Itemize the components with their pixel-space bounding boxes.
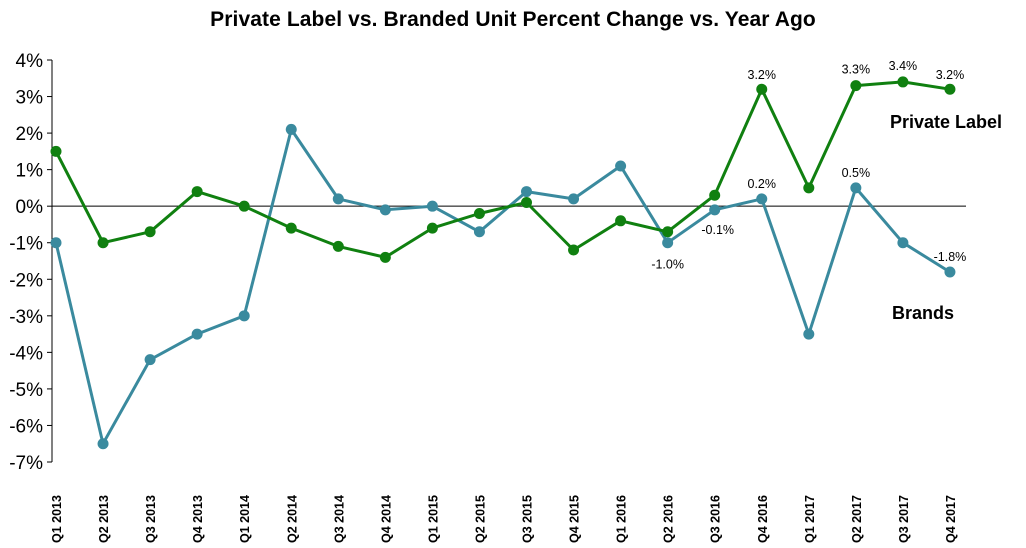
- lines-layer: [54, 80, 951, 446]
- data-point: [426, 222, 438, 234]
- data-point: [144, 226, 156, 238]
- axes-layer: 4% 3% 2% 1% 0% -1% -2% -3% -4% -5% -6% -7% Q1 2013 Q2…: [9, 51, 966, 543]
- x-tick-label: Q3 2013: [144, 495, 158, 543]
- points-layer: [50, 76, 956, 450]
- x-tick-label: Q4 2017: [944, 495, 958, 543]
- data-point: [568, 193, 580, 205]
- labels-layer: 3.2% 3.3% 3.4% 3.2% -1.0% -0.1% 0.2% 0.5% -1.8% P…: [651, 59, 1002, 323]
- x-tick-label: Q1 2015: [426, 495, 440, 543]
- x-tick-label: Q2 2015: [473, 495, 487, 543]
- data-label: -1.0%: [651, 258, 684, 272]
- series-line-brands: [54, 127, 951, 446]
- y-tick-label: -2%: [9, 270, 43, 291]
- data-point: [426, 200, 438, 212]
- data-point: [897, 76, 909, 88]
- x-tick-label: Q4 2015: [568, 495, 582, 543]
- data-point: [850, 182, 862, 194]
- data-point: [379, 204, 391, 216]
- data-point: [756, 193, 768, 205]
- data-point: [238, 200, 250, 212]
- series-line-private-label: [54, 80, 951, 259]
- data-point: [662, 237, 674, 249]
- data-point: [803, 182, 815, 194]
- data-point: [615, 215, 627, 227]
- data-label: 0.5%: [842, 166, 871, 180]
- y-tick-label: 4%: [16, 51, 44, 72]
- data-point: [803, 328, 815, 340]
- data-point: [97, 438, 109, 450]
- data-point: [568, 244, 580, 256]
- y-tick-label: 1%: [16, 161, 44, 182]
- data-point: [944, 83, 956, 95]
- data-label: 3.3%: [842, 63, 871, 77]
- data-point: [473, 226, 485, 238]
- x-tick-label: Q2 2014: [285, 495, 299, 543]
- data-point: [50, 145, 62, 157]
- x-tick-label: Q4 2014: [379, 495, 393, 543]
- data-point: [332, 193, 344, 205]
- data-point: [521, 197, 532, 209]
- data-point: [473, 207, 485, 219]
- data-label: 0.2%: [748, 177, 777, 191]
- x-tick-label: Q2 2017: [850, 495, 864, 543]
- data-point: [50, 237, 62, 249]
- series-label-private-label: Private Label: [890, 112, 1002, 132]
- x-tick-label: Q1 2017: [803, 495, 817, 543]
- data-label: -0.1%: [701, 223, 734, 237]
- y-tick-label: -7%: [9, 453, 43, 474]
- x-tick-label: Q2 2013: [97, 495, 111, 543]
- data-point: [191, 328, 203, 340]
- data-label: 3.2%: [748, 68, 777, 82]
- data-point: [756, 83, 768, 95]
- y-tick-label: -1%: [9, 234, 43, 255]
- data-point: [332, 240, 344, 252]
- x-tick-label: Q3 2016: [709, 495, 723, 543]
- data-point: [521, 186, 532, 198]
- data-label: 3.2%: [936, 68, 965, 82]
- y-tick-label: 2%: [16, 124, 44, 145]
- data-point: [709, 189, 721, 201]
- data-point: [379, 251, 391, 263]
- chart-title: Private Label vs. Branded Unit Percent C…: [210, 8, 816, 31]
- data-point: [897, 237, 909, 249]
- data-point: [191, 186, 203, 198]
- data-point: [944, 266, 956, 278]
- x-tick-label: Q2 2016: [662, 495, 676, 543]
- x-tick-label: Q1 2014: [238, 495, 252, 543]
- x-tick-label: Q1 2016: [615, 495, 629, 543]
- y-tick-label: -4%: [9, 343, 43, 364]
- y-tick-label: -5%: [9, 380, 43, 401]
- data-point: [238, 310, 250, 322]
- x-tick-label: Q4 2013: [191, 495, 205, 543]
- data-point: [285, 123, 297, 135]
- data-point: [615, 160, 627, 172]
- data-point: [144, 354, 156, 366]
- data-point: [285, 222, 297, 234]
- data-label: -1.8%: [934, 250, 967, 264]
- y-tick-label: 0%: [16, 197, 44, 218]
- data-point: [97, 237, 109, 249]
- y-tick-label: 3%: [16, 88, 44, 109]
- x-tick-label: Q1 2013: [50, 495, 64, 543]
- data-label: 3.4%: [889, 59, 918, 73]
- data-point: [850, 80, 862, 92]
- series-label-brands: Brands: [892, 303, 954, 323]
- x-tick-label: Q3 2017: [897, 495, 911, 543]
- x-tick-label: Q4 2016: [756, 495, 770, 543]
- data-point: [709, 204, 721, 216]
- data-point: [662, 226, 674, 238]
- x-tick-label: Q3 2014: [332, 495, 346, 543]
- x-tick-label: Q3 2015: [521, 495, 535, 543]
- y-tick-label: -3%: [9, 307, 43, 328]
- y-tick-label: -6%: [9, 416, 43, 437]
